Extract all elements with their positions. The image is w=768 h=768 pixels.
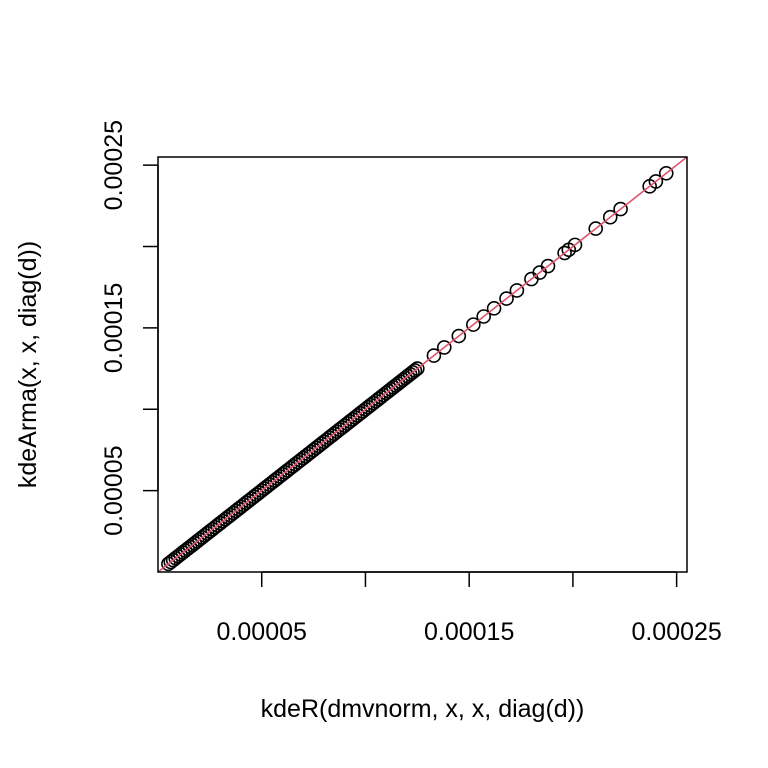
x-tick-label: 0.00005 <box>217 618 307 646</box>
data-point <box>540 258 556 274</box>
data-point <box>436 340 452 355</box>
data-point <box>658 165 674 181</box>
x-axis: 0.00005 0.00015 0.00025 <box>217 571 722 646</box>
x-axis-label: kdeR(dmvnorm, x, x, diag(d)) <box>261 695 585 723</box>
data-point <box>486 301 502 316</box>
reference-line <box>157 156 688 573</box>
data-point <box>410 361 425 376</box>
data-point <box>567 237 583 253</box>
data-point <box>451 328 467 344</box>
y-tick-label: 0.00015 <box>100 283 128 373</box>
y-tick-label: 0.00025 <box>100 120 128 210</box>
data-point <box>499 291 514 306</box>
data-point <box>613 201 628 217</box>
data-point <box>648 174 664 189</box>
points-layer <box>161 165 674 572</box>
data-point <box>602 209 618 225</box>
y-axis-label: kdeArma(x, x, diag(d)) <box>14 241 42 488</box>
data-point <box>557 245 572 261</box>
data-point <box>588 221 604 236</box>
data-point <box>407 363 423 378</box>
y-axis: 0.00005 0.00015 0.00025 <box>100 120 159 536</box>
y-tick-label: 0.00005 <box>100 445 128 535</box>
data-point <box>426 348 442 363</box>
x-tick-label: 0.00015 <box>424 618 514 646</box>
data-point <box>466 317 481 332</box>
data-point <box>476 309 491 324</box>
data-point <box>405 365 420 380</box>
x-tick-label: 0.00025 <box>631 618 721 646</box>
data-point <box>509 283 525 298</box>
